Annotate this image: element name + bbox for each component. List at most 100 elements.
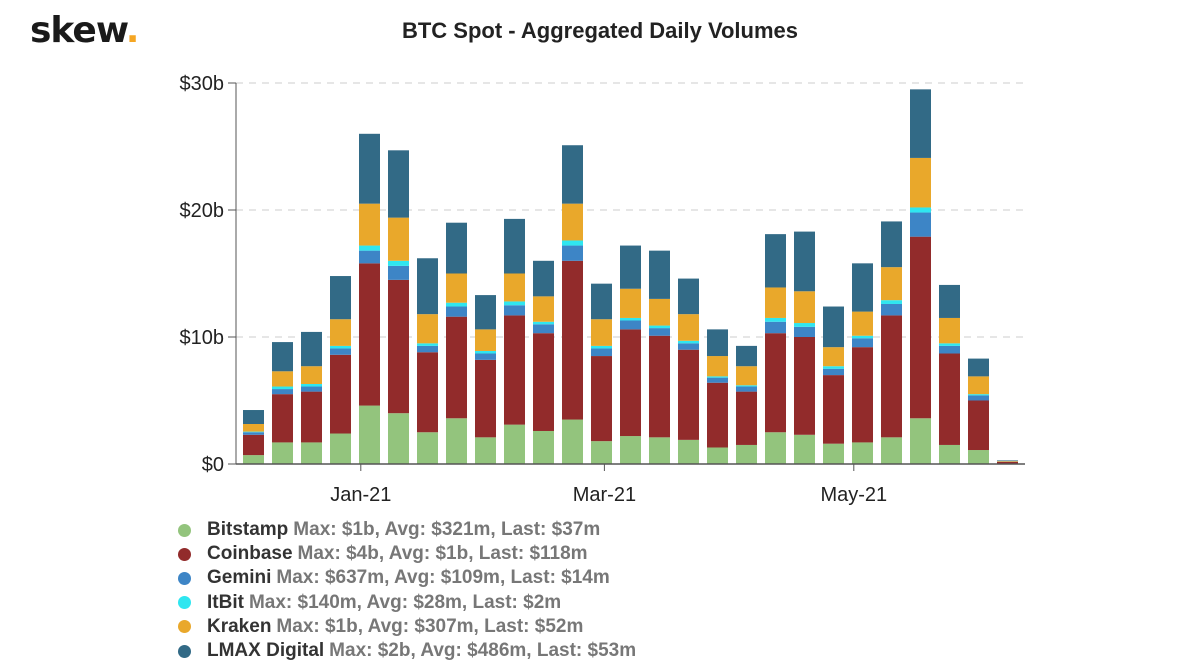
bar-segment-lmax-digital <box>736 345 757 367</box>
bar-segment-gemini <box>939 345 960 354</box>
bar-segment-lmax-digital <box>533 260 554 297</box>
legend-item[interactable]: Kraken Max: $1b, Avg: $307m, Last: $52m <box>178 615 636 639</box>
legend-marker <box>178 547 191 561</box>
bar-segment-itbit <box>852 335 873 339</box>
bar-segment-itbit <box>765 317 786 322</box>
bar-segment-gemini <box>968 395 989 401</box>
bar-segment-bitstamp <box>678 439 699 464</box>
bar-segment-bitstamp <box>620 436 641 464</box>
bar-segment-coinbase <box>968 400 989 451</box>
bar-segment-kraken <box>620 288 641 318</box>
bar-segment-itbit <box>243 431 264 433</box>
legend-marker <box>178 644 191 658</box>
bar-segment-kraken <box>562 203 583 241</box>
bar-segment-lmax-digital <box>910 89 931 158</box>
bar-segment-lmax-digital <box>707 329 728 357</box>
chart-legend: Bitstamp Max: $1b, Avg: $321m, Last: $37m… <box>178 518 636 663</box>
bar-segment-gemini <box>794 326 815 337</box>
legend-item[interactable]: Bitstamp Max: $1b, Avg: $321m, Last: $37m <box>178 518 636 542</box>
bar-segment-lmax-digital <box>881 221 902 268</box>
bar-segment-lmax-digital <box>562 145 583 204</box>
bar-segment-itbit <box>591 345 612 349</box>
bar-segment-kraken <box>272 371 293 387</box>
bar-segment-kraken <box>765 287 786 318</box>
bar-segment-bitstamp <box>765 432 786 464</box>
legend-series-name: Coinbase <box>207 543 293 565</box>
bar-segment-itbit <box>533 321 554 325</box>
bar-segment-itbit <box>475 350 496 354</box>
bar-segment-kraken <box>591 319 612 346</box>
bar-segment-gemini <box>707 377 728 383</box>
chart-title: BTC Spot - Aggregated Daily Volumes <box>401 18 799 43</box>
bar-segment-gemini <box>504 305 525 316</box>
bar-segment-lmax-digital <box>794 231 815 292</box>
bar-segment-coinbase <box>504 315 525 425</box>
bar-segment-itbit <box>736 385 757 387</box>
bar-segment-coinbase <box>359 263 380 406</box>
bar-segment-bitstamp <box>359 405 380 464</box>
legend-item[interactable]: Gemini Max: $637m, Avg: $109m, Last: $14m <box>178 566 636 590</box>
bar-segment-bitstamp <box>446 418 467 464</box>
bar-segment-bitstamp <box>794 434 815 464</box>
y-tick-label: $0 <box>202 454 224 476</box>
bar-segment-gemini <box>388 265 409 280</box>
bar-segment-gemini <box>591 348 612 357</box>
legend-series-stats: Max: $140m, Avg: $28m, Last: $2m <box>248 591 562 613</box>
bar-segment-coinbase <box>388 279 409 414</box>
bar-segment-coinbase <box>794 337 815 435</box>
bar-segment-coinbase <box>446 316 467 419</box>
bar-segment-itbit <box>910 207 931 213</box>
bar-segment-coinbase <box>417 352 438 433</box>
bar-segment-bitstamp <box>417 432 438 464</box>
bar-segment-kraken <box>446 273 467 303</box>
bar-segment-kraken <box>301 366 322 384</box>
bar-segment-kraken <box>359 203 380 246</box>
bar-segment-coinbase <box>649 335 670 438</box>
legend-item[interactable]: LMAX Digital Max: $2b, Avg: $486m, Last: … <box>178 639 636 663</box>
bar-segment-lmax-digital <box>591 283 612 320</box>
bar-segment-itbit <box>649 325 670 329</box>
legend-marker <box>178 571 191 585</box>
bar-segment-coinbase <box>939 353 960 445</box>
legend-series-name: ItBit <box>207 591 244 613</box>
legend-series-stats: Max: $637m, Avg: $109m, Last: $14m <box>276 567 610 589</box>
bar-segment-gemini <box>301 386 322 392</box>
bar-segment-bitstamp <box>272 442 293 464</box>
bar-segment-gemini <box>330 348 351 355</box>
bar-segment-kraken <box>649 298 670 326</box>
bar-segment-lmax-digital <box>649 250 670 299</box>
bar-segment-itbit <box>562 240 583 246</box>
bar-segment-bitstamp <box>968 450 989 464</box>
bar-segment-kraken <box>678 314 699 341</box>
bar-segment-lmax-digital <box>620 245 641 289</box>
bar-segment-gemini <box>823 368 844 376</box>
bar-segment-coinbase <box>997 461 1018 464</box>
legend-series-name: Gemini <box>207 567 272 589</box>
bar-segment-gemini <box>533 324 554 334</box>
bar-segment-lmax-digital <box>272 342 293 372</box>
bar-segment-bitstamp <box>649 437 670 464</box>
bar-segment-coinbase <box>765 333 786 433</box>
bar-segment-gemini <box>852 338 873 348</box>
bar-segment-kraken <box>417 314 438 344</box>
y-tick-label: $20b <box>180 200 225 222</box>
skew-logo: skew. <box>30 10 139 51</box>
bar-segment-kraken <box>968 376 989 395</box>
bar-segment-itbit <box>678 340 699 344</box>
legend-item[interactable]: ItBit Max: $140m, Avg: $28m, Last: $2m <box>178 591 636 615</box>
legend-item[interactable]: Coinbase Max: $4b, Avg: $1b, Last: $118m <box>178 542 636 566</box>
bar-segment-bitstamp <box>736 444 757 464</box>
bar-segment-itbit <box>301 383 322 387</box>
bar-segment-kraken <box>910 157 931 208</box>
bar-segment-lmax-digital <box>765 234 786 288</box>
bar-segment-gemini <box>475 353 496 360</box>
bar-segment-bitstamp <box>852 442 873 464</box>
bar-segment-bitstamp <box>591 441 612 464</box>
legend-marker <box>178 620 191 634</box>
bar-segment-lmax-digital <box>939 284 960 318</box>
bar-segment-itbit <box>620 317 641 321</box>
bar-segment-kraken <box>533 296 554 322</box>
bar-segment-bitstamp <box>910 418 931 464</box>
bar-segment-gemini <box>678 343 699 350</box>
bar-segment-lmax-digital <box>388 150 409 218</box>
